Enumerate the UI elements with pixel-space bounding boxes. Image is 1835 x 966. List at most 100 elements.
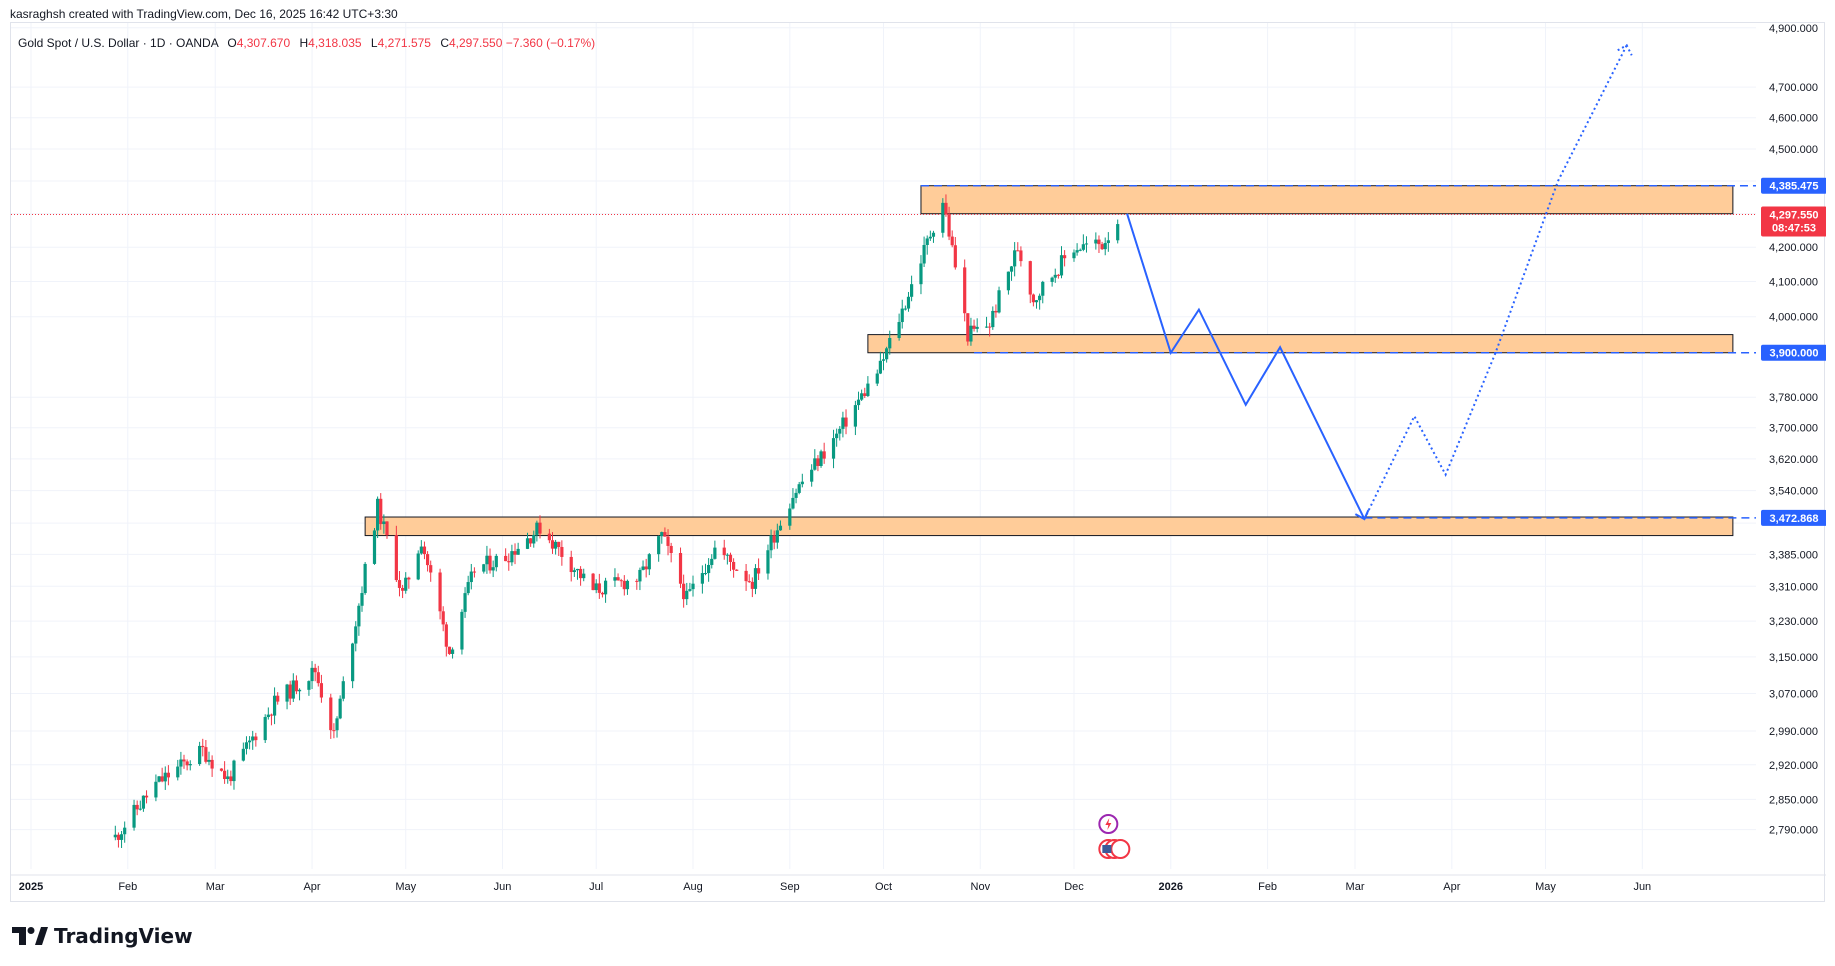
candle-body xyxy=(644,566,648,570)
projection-dotted-path xyxy=(1363,44,1628,520)
x-tick-label: Jun xyxy=(1633,881,1651,893)
candle-body xyxy=(844,417,848,427)
candle-body xyxy=(953,245,957,268)
candle-body xyxy=(229,776,233,782)
projection xyxy=(1126,43,1633,521)
zones xyxy=(364,185,1734,537)
projection-arrowhead xyxy=(1354,509,1370,521)
x-tick-label: Feb xyxy=(118,881,137,893)
candle-body xyxy=(747,581,751,583)
candle-body xyxy=(1041,281,1045,296)
x-tick-label: Feb xyxy=(1258,881,1277,893)
candle-body xyxy=(188,764,192,766)
candle-body xyxy=(1006,271,1011,291)
price-chart[interactable]: 2,790.000 2,850.000 2,920.000 2,990.000 3,07… xyxy=(11,23,1826,903)
low-label: L xyxy=(370,36,378,50)
candle-body xyxy=(185,761,189,766)
chart-area[interactable]: 2,790.000 2,850.000 2,920.000 2,990.000 3,07… xyxy=(10,22,1826,903)
candle-body xyxy=(372,530,377,564)
close-label: C xyxy=(440,36,449,50)
y-axis: 2,790.000 2,850.000 2,920.000 2,990.000 3,07… xyxy=(1769,23,1818,837)
candle-body xyxy=(394,535,398,581)
candle-body xyxy=(772,535,776,543)
level-tag-label: 3,900.000 xyxy=(1770,348,1819,360)
candle-body xyxy=(1050,277,1054,282)
countdown-label: 08:47:53 xyxy=(1772,223,1816,235)
level-tag-label: 4,385.475 xyxy=(1770,181,1819,193)
tradingview-logo[interactable]: TradingView xyxy=(12,924,193,948)
candle-body xyxy=(444,624,448,647)
y-tick-label: 2,790.000 xyxy=(1769,825,1818,837)
candle-body xyxy=(994,310,998,313)
level-tag xyxy=(1761,344,1826,361)
candle-body xyxy=(856,399,861,406)
candle-body xyxy=(707,564,711,574)
candle-body xyxy=(310,667,314,682)
candle-body xyxy=(363,563,367,594)
candle-body xyxy=(613,577,617,581)
candle-body xyxy=(307,681,311,690)
candle-body xyxy=(207,759,211,762)
candle-body xyxy=(625,580,630,590)
candle-body xyxy=(132,804,136,828)
candle-body xyxy=(319,683,324,698)
candle-body xyxy=(226,776,230,780)
x-tick-label: May xyxy=(395,881,416,893)
candle-body xyxy=(578,568,583,579)
candle-body xyxy=(1016,250,1020,252)
candle-body xyxy=(991,310,995,328)
candle-body xyxy=(504,555,508,562)
candle-body xyxy=(875,373,879,384)
y-tick-label: 4,900.000 xyxy=(1769,23,1818,35)
candle-body xyxy=(1094,239,1098,244)
candle-body xyxy=(616,577,620,581)
candle-body xyxy=(778,525,783,531)
x-tick-label: Oct xyxy=(875,881,892,893)
candle-body xyxy=(1081,244,1085,250)
y-tick-label: 2,850.000 xyxy=(1769,794,1818,806)
x-tick-label: Apr xyxy=(1443,881,1460,893)
candle-body xyxy=(119,834,124,840)
y-tick-label: 3,150.000 xyxy=(1769,652,1818,664)
candle-body xyxy=(113,834,117,838)
x-tick-label: May xyxy=(1535,881,1556,893)
candle-body xyxy=(182,759,186,762)
tradingview-logo-icon xyxy=(12,927,48,945)
candle-body xyxy=(397,580,402,588)
candle-body xyxy=(700,573,704,584)
candle-body xyxy=(485,555,489,565)
candle-body xyxy=(269,714,274,716)
candle-body xyxy=(703,573,708,575)
candle-body xyxy=(600,592,605,595)
candle-body xyxy=(822,451,826,459)
candle-body xyxy=(775,530,779,543)
candle-body xyxy=(1034,300,1039,303)
candle-body xyxy=(116,834,121,840)
candle-body xyxy=(1072,252,1076,259)
candle-body xyxy=(663,532,667,537)
candle-body xyxy=(232,760,236,782)
candle-body xyxy=(975,326,979,329)
open-label: O xyxy=(227,36,237,50)
candle-body xyxy=(251,736,255,741)
candle-body xyxy=(919,263,923,285)
candle-body xyxy=(878,360,882,374)
candle-body xyxy=(266,714,270,718)
candle-body xyxy=(1078,249,1082,251)
candle-body xyxy=(744,570,748,582)
candle-body xyxy=(569,556,573,573)
candle-body xyxy=(931,232,936,237)
candle-body xyxy=(582,573,586,579)
x-tick-label: Mar xyxy=(206,881,225,893)
candle-body xyxy=(332,730,336,732)
author-credit: kasraghsh created with TradingView.com, … xyxy=(10,7,398,21)
y-tick-label: 4,100.000 xyxy=(1769,277,1818,289)
candle-body xyxy=(897,322,901,338)
candle-body xyxy=(163,772,167,782)
candle-body xyxy=(797,484,801,493)
candle-body xyxy=(944,202,948,215)
candle-body xyxy=(1106,240,1110,244)
candle-body xyxy=(860,393,864,400)
candle-body xyxy=(560,546,564,557)
candle-body xyxy=(1038,295,1042,301)
